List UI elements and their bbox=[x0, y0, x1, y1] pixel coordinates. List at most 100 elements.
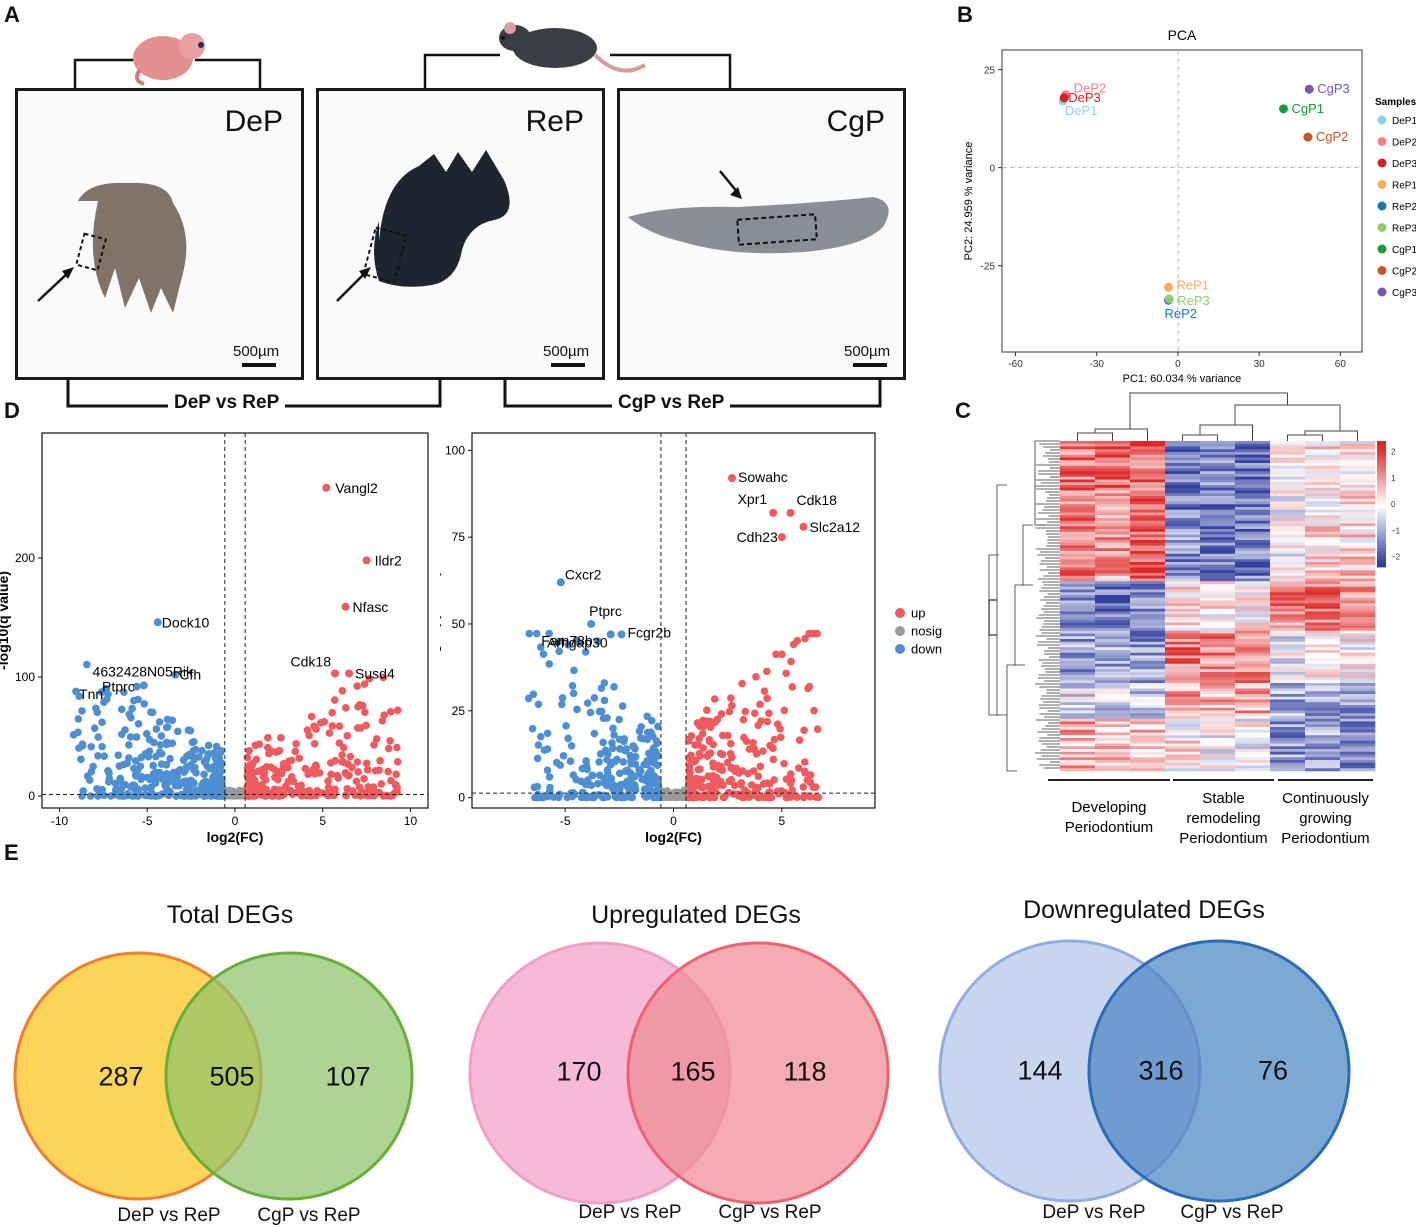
heatmap-cell bbox=[1165, 578, 1201, 582]
heatmap-cell bbox=[1165, 520, 1201, 524]
volcano-point-down bbox=[128, 704, 136, 713]
heatmap-cell bbox=[1305, 479, 1341, 483]
volcano-point-up bbox=[255, 767, 263, 775]
heatmap-cell bbox=[1200, 586, 1236, 590]
heatmap-cell bbox=[1200, 641, 1236, 645]
heatmap-cell bbox=[1200, 691, 1236, 695]
heatmap-cell bbox=[1165, 556, 1201, 560]
volcano-point-down bbox=[635, 769, 644, 778]
heatmap-cell bbox=[1340, 669, 1376, 673]
heatmap-cell bbox=[1130, 721, 1166, 725]
heatmap-cell bbox=[1060, 696, 1096, 700]
heatmap-cell bbox=[1165, 680, 1201, 684]
heatmap-cell bbox=[1200, 677, 1236, 681]
heatmap-cell bbox=[1235, 754, 1271, 758]
heatmap-cell bbox=[1305, 452, 1341, 456]
heatmap-cell bbox=[1305, 688, 1341, 692]
heatmap-cell bbox=[1060, 449, 1096, 453]
heatmap-cell bbox=[1095, 729, 1131, 733]
heatmap-cell bbox=[1305, 677, 1341, 681]
heatmap-cell bbox=[1165, 608, 1201, 612]
volcano-point-up bbox=[783, 793, 792, 802]
heatmap-cell bbox=[1200, 661, 1236, 665]
volcano-point-up bbox=[787, 657, 795, 666]
heatmap-cell bbox=[1340, 512, 1376, 516]
volcano-point-up bbox=[795, 736, 804, 744]
pca-title: PCA bbox=[1168, 27, 1197, 43]
heatmap-cell bbox=[1095, 762, 1131, 766]
volcano-point-up bbox=[695, 749, 704, 758]
heatmap-cell bbox=[1165, 702, 1201, 706]
heatmap-cell bbox=[1165, 586, 1201, 590]
heatmap-scale-step bbox=[1377, 497, 1386, 502]
heatmap-cell bbox=[1165, 661, 1201, 665]
heatmap-cell bbox=[1060, 754, 1096, 758]
volcano-point-down bbox=[536, 732, 545, 741]
volcano-point-down bbox=[528, 724, 537, 733]
volcano-point-up bbox=[730, 781, 739, 790]
pca-xtick-label: 0 bbox=[1175, 359, 1181, 370]
heatmap-cell bbox=[1340, 727, 1376, 731]
volcano-gene-label: Cdk18 bbox=[797, 492, 838, 508]
heatmap-cell bbox=[1340, 658, 1376, 662]
heatmap-cell bbox=[1340, 699, 1376, 703]
volcano-ytick-label: 100 bbox=[15, 670, 35, 684]
volcano-point-up bbox=[277, 734, 285, 742]
volcano-point-down bbox=[217, 747, 225, 755]
heatmap-cell bbox=[1095, 716, 1131, 720]
heatmap-cell bbox=[1305, 691, 1341, 695]
heatmap-cell bbox=[1130, 465, 1166, 469]
heatmap-cell bbox=[1130, 553, 1166, 557]
heatmap-cell bbox=[1305, 685, 1341, 689]
volcano-point-up bbox=[709, 763, 718, 771]
volcano-point-down bbox=[618, 702, 627, 710]
heatmap-cell bbox=[1165, 512, 1201, 516]
heatmap-cell bbox=[1095, 556, 1131, 560]
heatmap-cell bbox=[1235, 553, 1271, 557]
mouse-illustration bbox=[499, 22, 647, 73]
heatmap-cell bbox=[1060, 485, 1096, 489]
volcano-point-down bbox=[111, 779, 120, 788]
heatmap-cell bbox=[1095, 757, 1131, 761]
heatmap-cell bbox=[1130, 493, 1166, 497]
heatmap-cell bbox=[1270, 754, 1306, 758]
volcano-point-down bbox=[188, 738, 197, 747]
volcano-point-up bbox=[304, 789, 313, 797]
heatmap-cell bbox=[1095, 633, 1131, 637]
volcano-point-down bbox=[642, 793, 650, 801]
heatmap-cell bbox=[1305, 586, 1341, 590]
heatmap-column-dendrogram bbox=[1077, 392, 1358, 441]
heatmap-cell bbox=[1130, 504, 1166, 508]
heatmap-cell bbox=[1200, 553, 1236, 557]
volcano-point-up bbox=[330, 696, 339, 704]
heatmap-cell bbox=[1270, 751, 1306, 755]
heatmap-cell bbox=[1305, 498, 1341, 502]
heatmap-cell bbox=[1270, 625, 1306, 629]
volcano-point-up bbox=[353, 682, 361, 690]
heatmap-cell bbox=[1130, 581, 1166, 585]
heatmap-cell bbox=[1060, 658, 1096, 662]
volcano-point-up bbox=[393, 784, 401, 792]
volcano-point-down bbox=[147, 792, 156, 800]
volcano-point-up bbox=[706, 723, 715, 732]
volcano-point-down bbox=[131, 757, 140, 765]
volcano-labeled-point bbox=[799, 522, 808, 531]
volcano-gene-label: Dock10 bbox=[162, 614, 210, 630]
heatmap-cell bbox=[1060, 735, 1096, 739]
heatmap-cell bbox=[1340, 578, 1376, 582]
heatmap-cell bbox=[1200, 446, 1236, 450]
heatmap-cell bbox=[1270, 441, 1306, 445]
volcano-point-down bbox=[140, 700, 149, 708]
heatmap-cell bbox=[1200, 625, 1236, 629]
heatmap-cell bbox=[1200, 597, 1236, 601]
heatmap-cell bbox=[1305, 680, 1341, 684]
heatmap-cell bbox=[1305, 562, 1341, 566]
volcano-xlabel: log2(FC) bbox=[207, 829, 264, 845]
heatmap-cell bbox=[1270, 548, 1306, 552]
heatmap-cell bbox=[1130, 479, 1166, 483]
heatmap-cell bbox=[1130, 718, 1166, 722]
heatmap-cell bbox=[1095, 641, 1131, 645]
heatmap-cell bbox=[1305, 600, 1341, 604]
heatmap-cell bbox=[1340, 716, 1376, 720]
heatmap-cell bbox=[1340, 523, 1376, 527]
